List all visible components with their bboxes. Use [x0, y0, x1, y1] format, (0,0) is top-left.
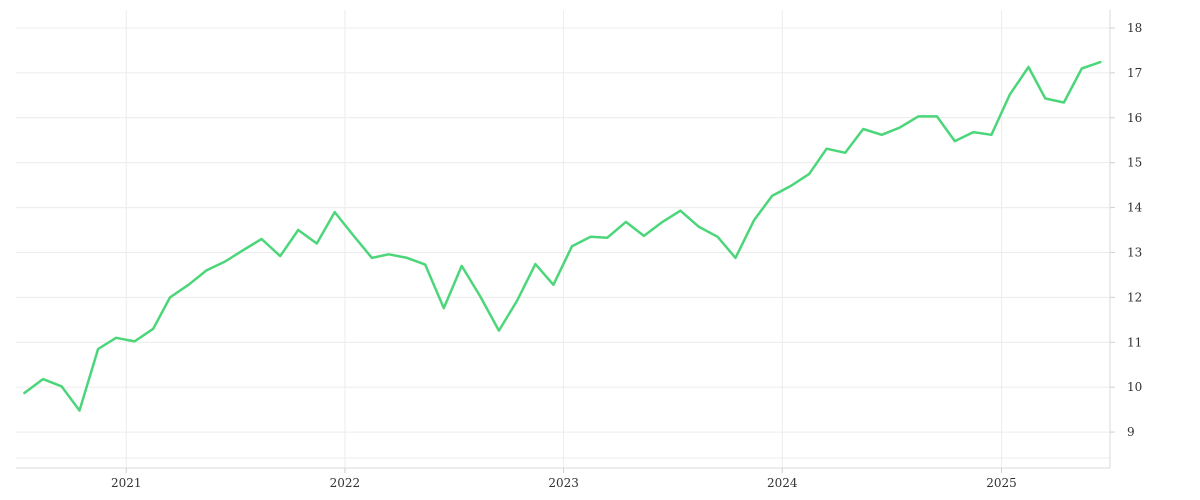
y-tick-label: 18 [1127, 21, 1142, 35]
y-tick-label: 9 [1127, 425, 1135, 439]
y-tick-label: 14 [1127, 201, 1143, 215]
y-tick-label: 13 [1127, 245, 1142, 259]
series-line [23, 60, 1102, 412]
y-tick-label: 16 [1127, 111, 1142, 125]
y-tick-label: 12 [1127, 290, 1142, 304]
x-tick-label: 2021 [111, 476, 142, 490]
series-layer [23, 60, 1102, 412]
grid [16, 10, 1110, 468]
axes: 9 10 11 12 13 14 15 16 17 18 2021 2022 2023 2024 2025 [16, 10, 1143, 490]
x-tick-label: 2024 [767, 476, 798, 490]
y-tick-label: 17 [1127, 66, 1142, 80]
y-tick-label: 15 [1127, 156, 1142, 170]
x-tick-label: 2025 [986, 476, 1017, 490]
y-tick-label: 10 [1127, 380, 1142, 394]
y-tick-label: 11 [1127, 335, 1142, 349]
x-tick-label: 2022 [330, 476, 361, 490]
x-tick-label: 2023 [548, 476, 579, 490]
